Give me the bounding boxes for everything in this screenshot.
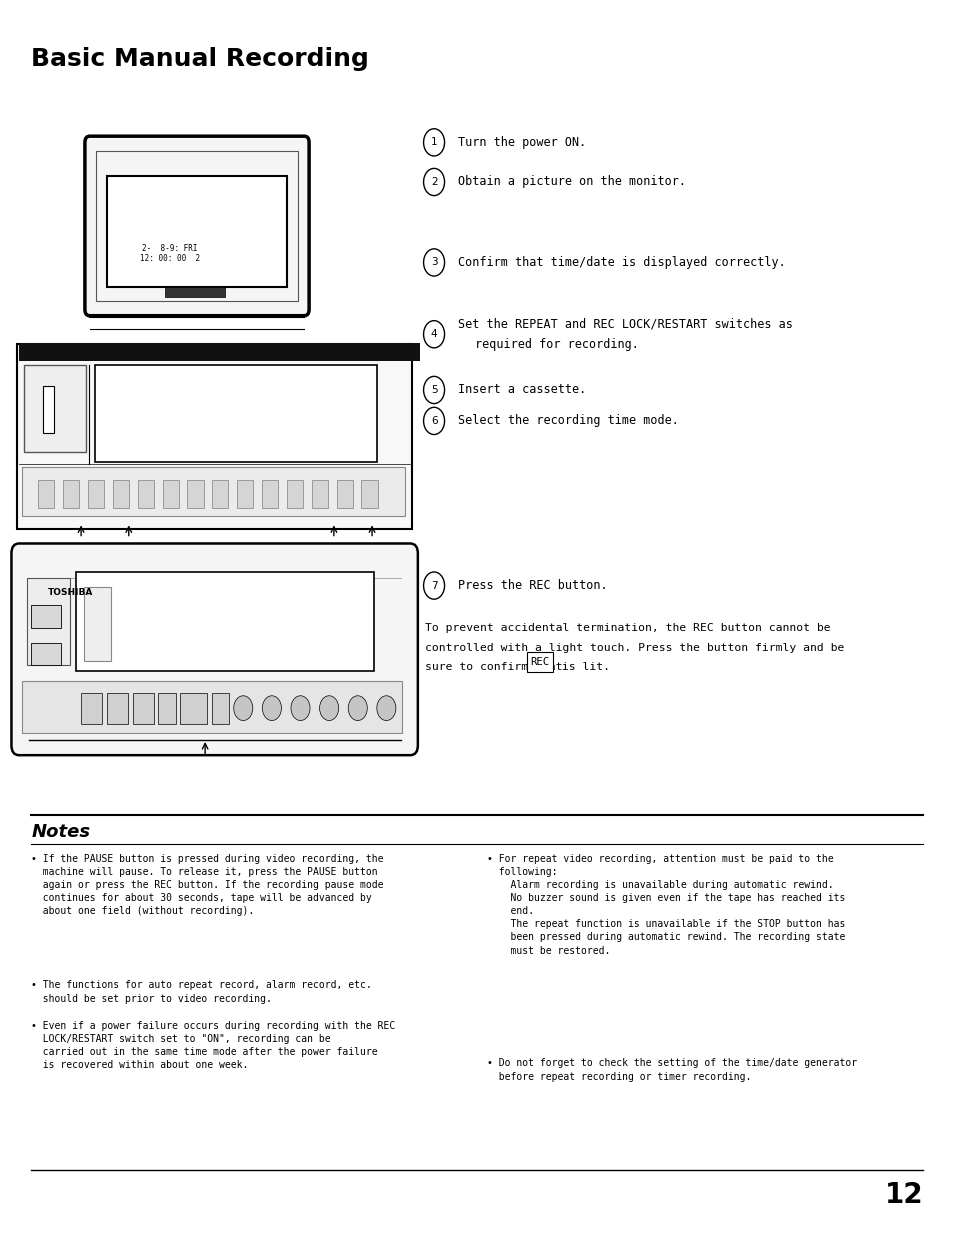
Text: • For repeat video recording, attention must be paid to the
  following:
    Ala: • For repeat video recording, attention … [486,854,844,956]
Bar [287,480,303,508]
Text: TOSHIBA: TOSHIBA [48,588,93,597]
Bar [43,386,54,433]
FancyBboxPatch shape [85,136,309,316]
Text: Turn the power ON.: Turn the power ON. [457,136,585,149]
Bar [237,480,253,508]
FancyBboxPatch shape [11,543,417,755]
Bar [81,693,102,724]
Bar [22,467,405,516]
Text: • The functions for auto repeat record, alarm record, etc.
  should be set prior: • The functions for auto repeat record, … [31,980,372,1004]
Text: 3: 3 [431,258,436,267]
Text: Press the REC button.: Press the REC button. [457,579,607,592]
Text: controlled with a light touch. Press the button firmly and be: controlled with a light touch. Press the… [424,643,843,652]
Bar [19,343,419,361]
Text: 1: 1 [431,137,436,147]
Bar [30,643,61,665]
Bar [27,578,70,665]
Circle shape [376,696,395,721]
Text: Obtain a picture on the monitor.: Obtain a picture on the monitor. [457,176,685,188]
Bar [137,480,153,508]
Text: Notes: Notes [31,823,91,842]
Text: • Do not forget to check the setting of the time/date generator
  before repeat : • Do not forget to check the setting of … [486,1058,856,1082]
Text: Basic Manual Recording: Basic Manual Recording [31,47,369,71]
Text: sure to confirm that: sure to confirm that [424,662,568,672]
Text: • If the PAUSE button is pressed during video recording, the
  machine will paus: • If the PAUSE button is pressed during … [31,854,383,916]
Bar [180,693,207,724]
Bar [88,480,104,508]
Text: • Even if a power failure occurs during recording with the REC
  LOCK/RESTART sw: • Even if a power failure occurs during … [31,1021,395,1071]
Text: Set the REPEAT and REC LOCK/RESTART switches as: Set the REPEAT and REC LOCK/RESTART swit… [457,318,792,331]
Bar [187,480,203,508]
Bar [312,480,328,508]
Text: 2: 2 [431,177,436,187]
FancyBboxPatch shape [17,344,412,529]
Text: 7: 7 [431,581,436,591]
Circle shape [348,696,367,721]
Bar [107,176,287,287]
Bar [112,480,129,508]
Bar [76,572,374,671]
Bar [107,693,128,724]
Text: 6: 6 [431,416,436,426]
Text: 2-  8-9: FRI
12: 00: 00  2: 2- 8-9: FRI 12: 00: 00 2 [140,244,200,264]
Text: 12: 12 [884,1181,923,1208]
Circle shape [291,696,310,721]
Bar [165,287,225,297]
Text: 5: 5 [431,385,436,395]
Bar [132,693,153,724]
Bar [162,480,178,508]
Text: To prevent accidental termination, the REC button cannot be: To prevent accidental termination, the R… [424,623,829,633]
Circle shape [233,696,253,721]
Bar [361,480,377,508]
Bar [262,480,278,508]
Circle shape [319,696,338,721]
FancyBboxPatch shape [526,652,553,672]
Circle shape [262,696,281,721]
Bar [30,605,61,628]
Text: is lit.: is lit. [555,662,610,672]
Bar [212,693,229,724]
Text: REC: REC [530,657,549,667]
Text: Insert a cassette.: Insert a cassette. [457,384,585,396]
Bar [336,480,353,508]
Bar [38,480,54,508]
Bar [95,365,376,462]
Text: required for recording.: required for recording. [475,338,639,350]
Text: Confirm that time/date is displayed correctly.: Confirm that time/date is displayed corr… [457,256,785,269]
Bar [22,681,401,733]
Text: Select the recording time mode.: Select the recording time mode. [457,415,679,427]
Bar [212,480,228,508]
Bar [24,365,86,452]
Bar [158,693,175,724]
Text: 4: 4 [431,329,436,339]
Bar [84,587,111,661]
Bar [63,480,79,508]
